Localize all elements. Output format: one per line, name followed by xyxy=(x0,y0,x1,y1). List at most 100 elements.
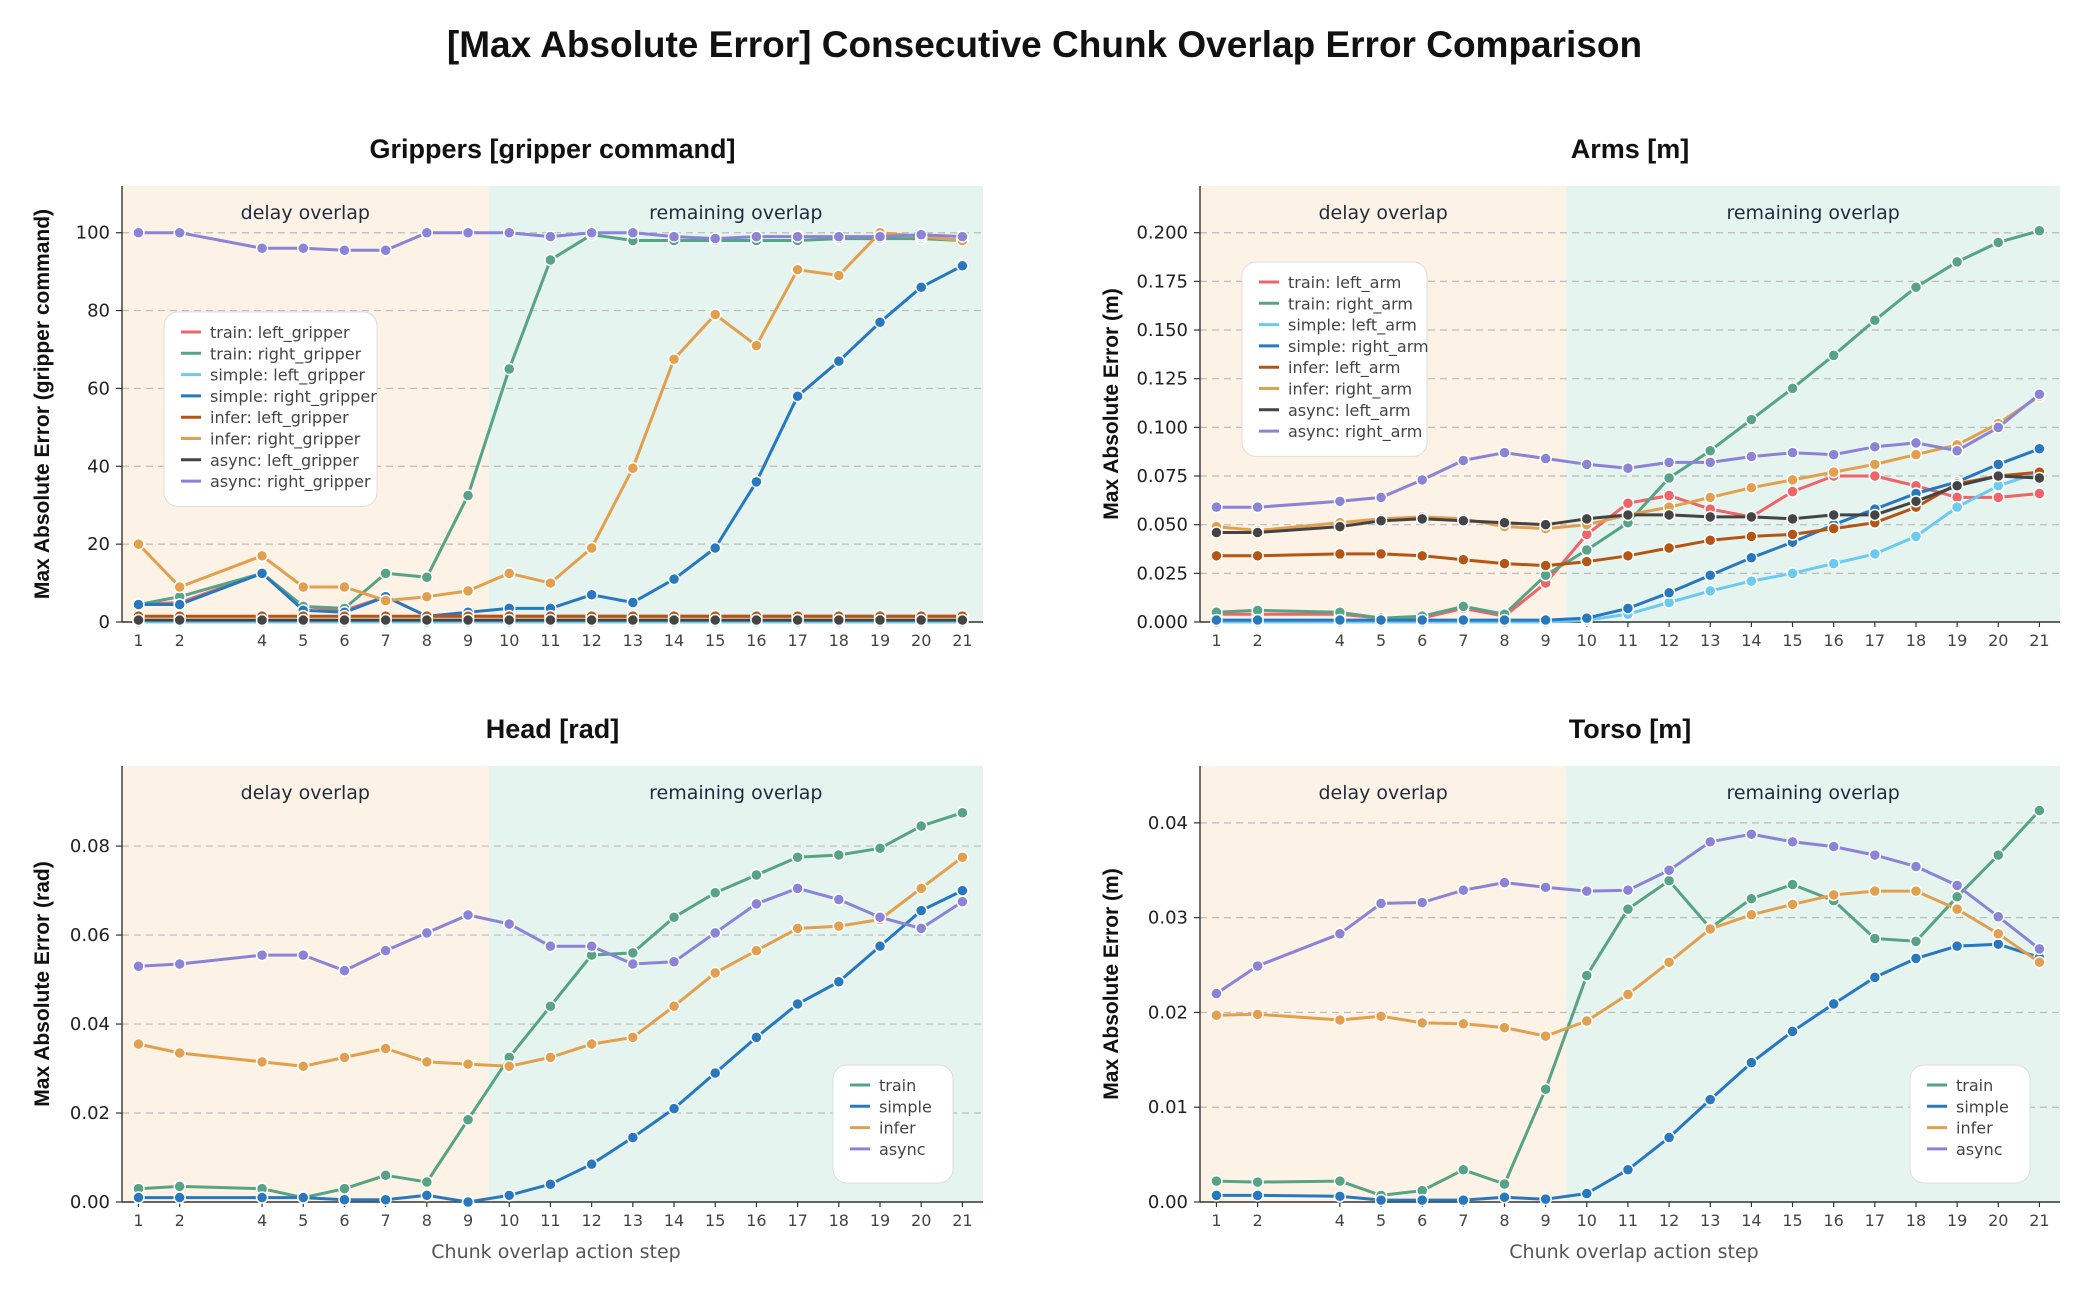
p3-region-label-remaining: remaining overlap xyxy=(649,782,822,804)
p1-point-async-left-gripper xyxy=(791,613,804,627)
p2-ytick-label: 0.100 xyxy=(1136,417,1188,438)
p4-point-train xyxy=(1580,969,1594,982)
p1-point-simple-right-gripper xyxy=(708,541,722,555)
p1-xtick-label: 11 xyxy=(540,631,560,650)
p4-point-simple xyxy=(1662,1131,1676,1144)
p4-legend-label-async: async xyxy=(1956,1140,2003,1159)
p4-xtick-label: 1 xyxy=(1211,1211,1221,1230)
p1-point-async-left-gripper xyxy=(873,613,887,627)
p3-point-train xyxy=(914,819,928,833)
p1-point-async-right-gripper xyxy=(626,226,640,239)
p4-title: Torso [m] xyxy=(1569,714,1692,744)
p4-point-async xyxy=(1827,840,1840,853)
p2-point-async-left-arm xyxy=(2033,471,2046,485)
p4-point-infer xyxy=(1745,908,1758,922)
p3-point-simple xyxy=(379,1193,392,1207)
p4-point-infer xyxy=(1786,898,1799,911)
p3-xtick-label: 16 xyxy=(746,1211,766,1230)
p1-point-train-right-gripper xyxy=(544,253,557,267)
p1-xtick-label: 12 xyxy=(581,631,601,650)
p2-point-simple-right-arm xyxy=(1251,613,1264,627)
p3-legend-label-train: train xyxy=(879,1076,916,1095)
p2-point-infer-right-arm xyxy=(1703,491,1717,504)
p3-xtick-label: 7 xyxy=(381,1211,391,1230)
p3-xtick-label: 17 xyxy=(787,1211,807,1230)
p1-point-async-left-gripper xyxy=(132,613,145,627)
p1-title: Grippers [gripper command] xyxy=(369,134,735,164)
p1-point-infer-right-gripper xyxy=(338,580,351,594)
p4-point-simple xyxy=(1703,1093,1717,1106)
p2-legend xyxy=(1241,261,1428,457)
p2-xtick-label: 13 xyxy=(1700,631,1720,650)
p2-point-simple-right-arm xyxy=(1662,586,1676,600)
p4-point-simple xyxy=(1786,1025,1799,1038)
p1-xtick-label: 8 xyxy=(422,631,432,650)
p3-point-async xyxy=(708,926,722,940)
p2-point-infer-left-arm xyxy=(1374,547,1388,561)
p2-series-line-simple-right-arm xyxy=(1216,447,2040,622)
p4-point-simple xyxy=(1745,1056,1758,1069)
p2-point-train-right-arm xyxy=(2033,224,2046,238)
p3-point-simple xyxy=(708,1066,722,1080)
p3-point-infer xyxy=(132,1037,145,1051)
p2-series-line-infer-right-arm xyxy=(1216,394,2041,532)
p4-point-async xyxy=(1621,883,1635,897)
p4-point-infer xyxy=(1950,902,1964,916)
p4-point-async xyxy=(1374,897,1388,910)
p2-point-async-right-arm xyxy=(1786,446,1799,459)
p4-legend xyxy=(1909,1064,2031,1184)
p2-ytick-label: 0.025 xyxy=(1136,563,1188,584)
p2-point-simple-left-arm xyxy=(1909,530,1923,543)
p3-point-simple xyxy=(297,1191,310,1204)
p3-ytick-label: 0.04 xyxy=(70,1014,110,1035)
p1-xtick-label: 4 xyxy=(257,631,267,650)
p2-xtick-label: 15 xyxy=(1782,631,1802,650)
p4-point-train xyxy=(1662,874,1676,887)
p3-point-infer xyxy=(585,1037,598,1051)
p2-point-train-left-arm xyxy=(1662,489,1676,502)
p1-point-async-right-gripper xyxy=(379,243,392,257)
p3-point-simple xyxy=(873,939,887,953)
p2-point-async-right-arm xyxy=(1621,461,1635,475)
p2-xtick-label: 6 xyxy=(1417,631,1427,650)
p1-point-async-left-gripper xyxy=(667,613,681,627)
p4-xtick-label: 9 xyxy=(1541,1211,1551,1230)
p4-point-async xyxy=(1415,896,1429,909)
p3-point-infer xyxy=(626,1031,640,1044)
p1-point-async-left-gripper xyxy=(338,613,351,627)
p3-point-train xyxy=(708,886,722,900)
p4-point-train xyxy=(1786,878,1799,891)
p2-point-async-left-arm xyxy=(1210,526,1223,539)
p1-xtick-label: 9 xyxy=(463,631,473,650)
p4-point-async xyxy=(1251,959,1264,973)
p2-series-line-train-right-arm xyxy=(1216,229,2040,620)
p4-point-train xyxy=(1539,1082,1552,1096)
p3-point-infer xyxy=(667,999,681,1013)
p3-point-simple xyxy=(502,1189,516,1202)
p1-point-async-left-gripper xyxy=(255,613,269,627)
p3-point-train xyxy=(420,1175,434,1189)
p1-point-simple-right-gripper xyxy=(914,280,928,294)
p1-xtick-label: 15 xyxy=(705,631,725,650)
p1-xtick-label: 19 xyxy=(870,631,890,650)
p3-ytick-label: 0.02 xyxy=(70,1103,110,1124)
p3-point-train xyxy=(832,848,846,862)
p1-point-async-right-gripper xyxy=(832,230,846,243)
p2-point-simple-left-arm xyxy=(1868,547,1882,561)
p1-xtick-label: 2 xyxy=(175,631,185,650)
p2-point-train-left-arm xyxy=(1868,469,1882,483)
p2-point-simple-right-arm xyxy=(1210,613,1223,627)
p4-point-simple xyxy=(1827,997,1840,1011)
p2-point-async-left-arm xyxy=(1909,495,1923,508)
p2-region-remaining-bg xyxy=(1566,186,2060,622)
p3-xtick-label: 18 xyxy=(829,1211,849,1230)
p4-point-async xyxy=(1703,835,1717,849)
p1-point-simple-right-gripper xyxy=(956,259,969,273)
p2-point-infer-left-arm xyxy=(1745,530,1758,543)
p4-xtick-label: 19 xyxy=(1947,1211,1967,1230)
p2-point-infer-right-arm xyxy=(1786,473,1799,487)
p1-point-simple-right-gripper xyxy=(873,316,887,329)
p3-xtick-label: 11 xyxy=(540,1211,560,1230)
p3-point-async xyxy=(832,893,846,906)
p3-point-async xyxy=(626,957,640,971)
